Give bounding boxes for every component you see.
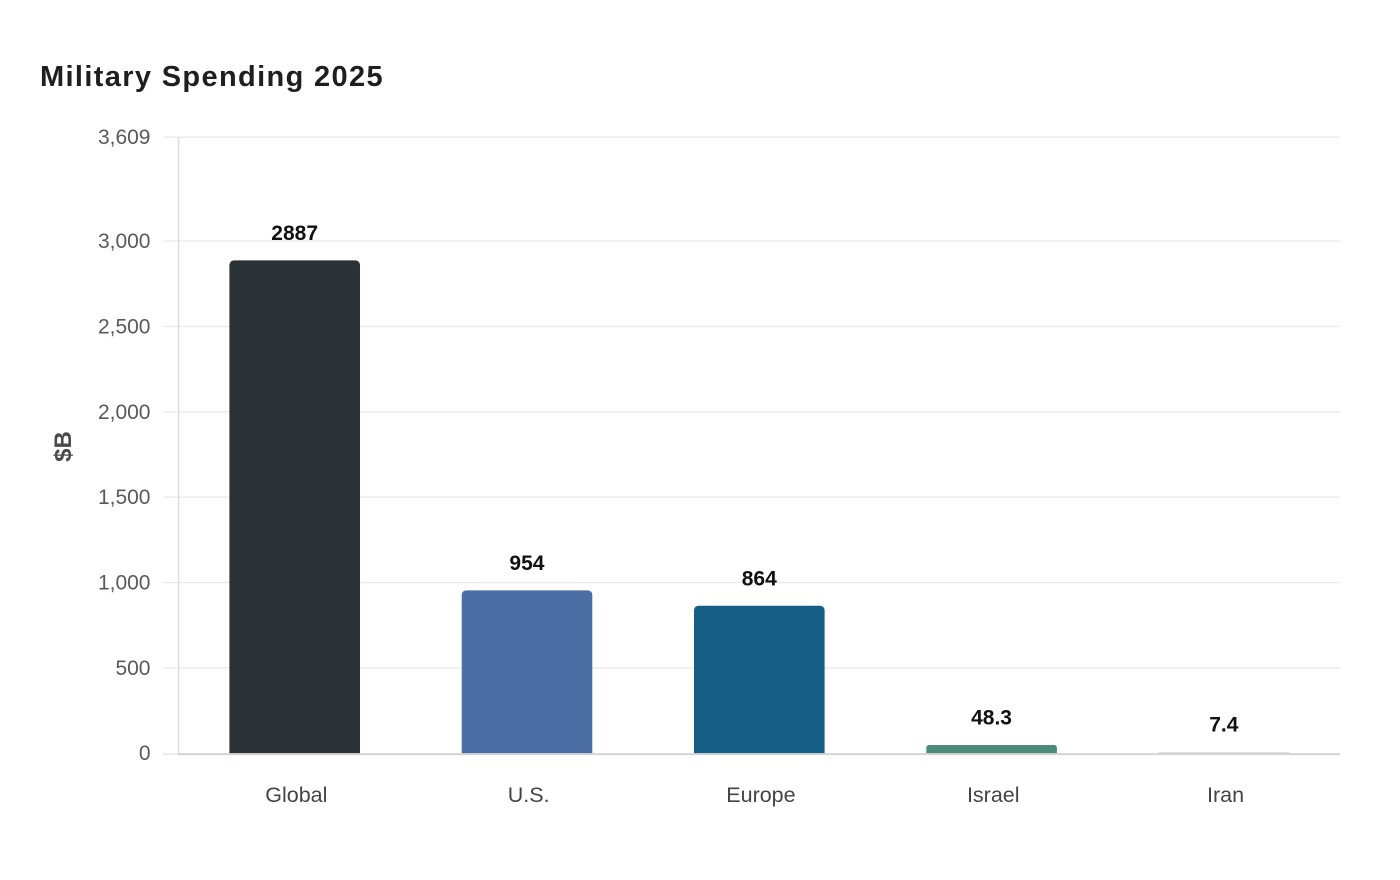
svg-text:Israel: Israel xyxy=(967,783,1020,807)
svg-text:U.S.: U.S. xyxy=(508,783,550,807)
svg-text:Iran: Iran xyxy=(1207,783,1244,807)
svg-text:500: 500 xyxy=(115,657,150,680)
svg-text:2,000: 2,000 xyxy=(98,401,151,424)
svg-text:48.3: 48.3 xyxy=(971,707,1012,730)
svg-text:3,609: 3,609 xyxy=(98,126,151,149)
svg-text:1,500: 1,500 xyxy=(98,486,151,509)
svg-text:954: 954 xyxy=(509,552,544,575)
svg-text:Global: Global xyxy=(265,783,327,807)
svg-text:2,500: 2,500 xyxy=(98,315,151,338)
svg-text:1,000: 1,000 xyxy=(98,572,151,595)
svg-text:864: 864 xyxy=(742,567,777,590)
svg-text:Military Spending 2025: Military Spending 2025 xyxy=(40,61,384,93)
svg-text:3,000: 3,000 xyxy=(98,230,151,253)
svg-text:2887: 2887 xyxy=(271,222,318,245)
svg-text:$B: $B xyxy=(50,431,77,462)
svg-text:0: 0 xyxy=(139,742,151,765)
svg-text:7.4: 7.4 xyxy=(1209,714,1239,737)
svg-text:Europe: Europe xyxy=(726,783,795,807)
